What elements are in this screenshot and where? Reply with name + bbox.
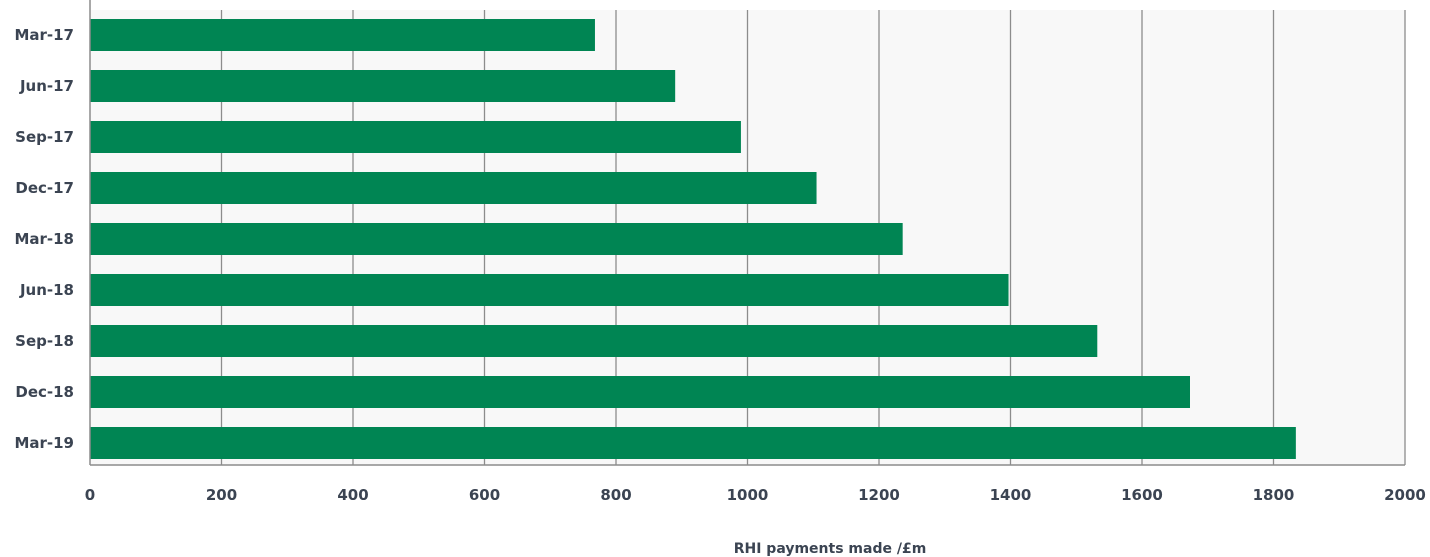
bar (90, 427, 1296, 459)
bar (90, 274, 1009, 306)
x-tick-label: 2000 (1384, 486, 1426, 504)
x-tick-label: 1200 (858, 486, 900, 504)
x-tick-label: 800 (600, 486, 631, 504)
x-tick-label: 600 (469, 486, 500, 504)
x-tick-label: 400 (337, 486, 368, 504)
x-tick-label: 0 (85, 486, 95, 504)
x-tick-label: 1000 (727, 486, 769, 504)
x-tick-label: 200 (206, 486, 237, 504)
labels: 0 200 400 600 800 1000 1200 1400 1600 1800 2000 Mar… (14, 26, 1425, 504)
category-label: Mar-18 (14, 230, 74, 248)
axes (89, 0, 1405, 466)
category-label: Sep-17 (15, 128, 74, 146)
bar (90, 172, 817, 204)
category-label: Mar-17 (14, 26, 74, 44)
x-tick-label: 1800 (1253, 486, 1295, 504)
x-tick-label: 1400 (990, 486, 1032, 504)
bar (90, 325, 1098, 357)
bar (90, 223, 903, 255)
x-tick-label: 1600 (1121, 486, 1163, 504)
category-label: Mar-19 (14, 434, 74, 452)
category-label: Jun-18 (19, 281, 74, 299)
x-axis-title: RHI payments made /£m (734, 541, 927, 557)
category-label: Dec-18 (15, 383, 74, 401)
bar (90, 70, 676, 102)
category-label: Dec-17 (15, 179, 74, 197)
bars (90, 19, 1296, 459)
category-label: Jun-17 (19, 77, 74, 95)
bar (90, 19, 595, 51)
bar (90, 121, 741, 153)
category-label: Sep-18 (15, 332, 74, 350)
bar (90, 376, 1190, 408)
